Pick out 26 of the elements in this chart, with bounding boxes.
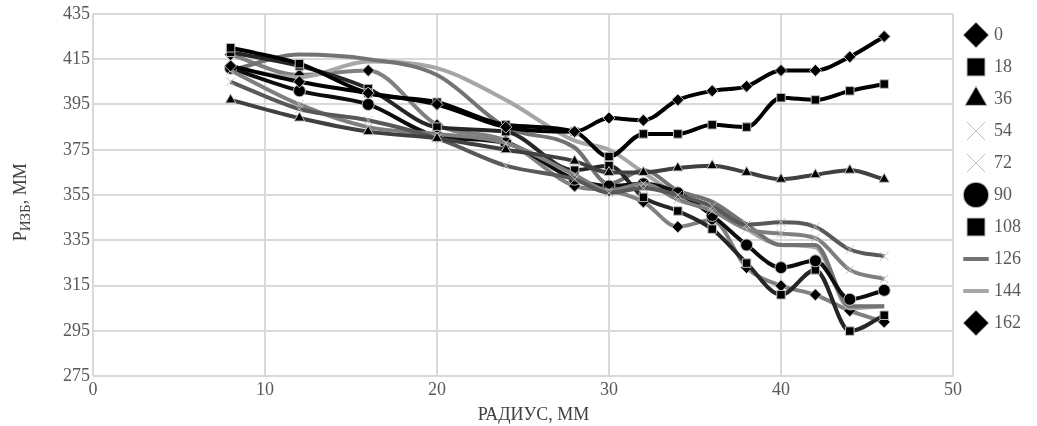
y-tick-label: 355	[63, 183, 90, 204]
y-tick-label: 375	[63, 138, 90, 159]
y-tick-label: 415	[63, 47, 90, 68]
x-tick-label: 20	[428, 378, 446, 399]
legend-label: 36	[994, 87, 1012, 108]
legend-label: 54	[994, 119, 1012, 140]
legend-label: 126	[994, 247, 1021, 268]
y-tick-label: 295	[63, 319, 90, 340]
x-tick-label: 50	[944, 378, 962, 399]
y-tick-label: 275	[63, 365, 90, 386]
legend-label: 90	[994, 183, 1012, 204]
x-tick-label: 0	[88, 378, 98, 399]
x-tick-label: 10	[256, 378, 274, 399]
legend-label: 162	[994, 311, 1021, 332]
y-tick-label: 395	[63, 93, 90, 114]
y-tick-label: 435	[63, 2, 90, 23]
legend-label: 72	[994, 151, 1012, 172]
x-axis-title: РАДИУС, ММ	[476, 404, 591, 425]
legend-label: 0	[994, 23, 1003, 44]
legend-label: 144	[994, 279, 1021, 300]
legend-label: 18	[994, 55, 1012, 76]
y-tick-label: 335	[63, 229, 90, 250]
x-tick-label: 30	[600, 378, 618, 399]
legend-label: 108	[994, 215, 1021, 236]
x-tick-label: 40	[772, 378, 790, 399]
y-tick-label: 315	[63, 274, 90, 295]
